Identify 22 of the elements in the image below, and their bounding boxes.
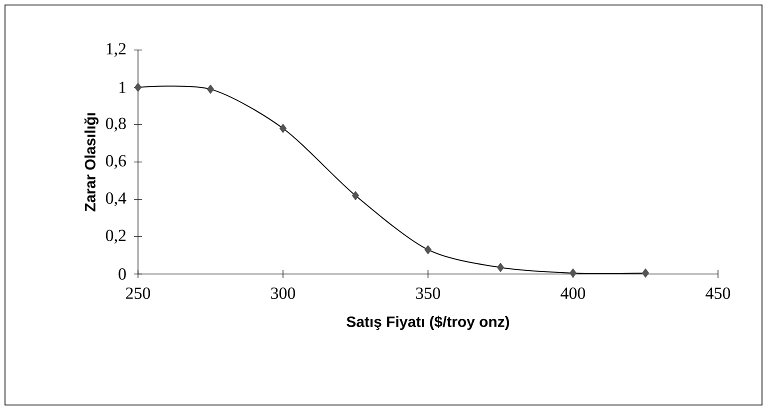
y-axis-title: Zarar Olasılığı	[84, 113, 98, 212]
point	[352, 191, 359, 200]
point	[134, 82, 142, 92]
point	[280, 124, 286, 133]
y-tick-label: 1,2	[106, 43, 126, 57]
point	[424, 245, 432, 254]
y-tick-label: 0	[118, 268, 126, 280]
x-axis-title: Satış Fiyatı ($/troy onz)	[346, 316, 510, 330]
point	[497, 262, 504, 272]
y-tick-label: 0,2	[106, 230, 126, 244]
y-tick-label: 0,4	[106, 192, 126, 206]
x-tick-label: 350	[416, 288, 440, 299]
point	[207, 84, 214, 94]
y-tick-label: 0,8	[106, 118, 126, 132]
y-tick-label: 0,6	[106, 155, 126, 169]
x-tick-label: 400	[560, 288, 586, 299]
point	[570, 268, 576, 278]
x-tick-label: 250	[126, 288, 150, 299]
x-tick-label: 300	[271, 288, 296, 299]
point	[642, 268, 649, 278]
y-tick-label: 1	[120, 82, 126, 93]
x-tick-label: 450	[706, 288, 730, 299]
